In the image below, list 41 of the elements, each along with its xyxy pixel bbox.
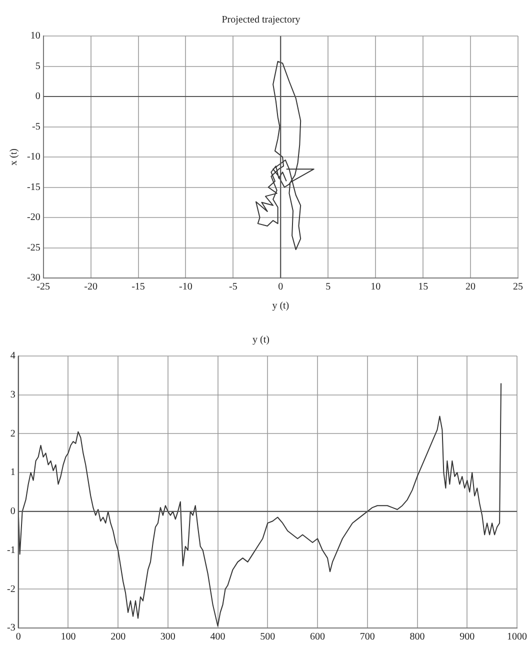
y-tick-label: 10	[30, 30, 40, 42]
y-tick-label: -2	[6, 584, 16, 595]
y-tick-label: -1	[6, 544, 16, 556]
y-tick-label: 2	[10, 428, 16, 440]
x-tick-label: 900	[460, 632, 475, 643]
chart-title: y (t)	[252, 334, 270, 346]
x-tick-label: 600	[310, 632, 326, 643]
x-axis-title: y (t)	[272, 300, 290, 312]
x-tick-label: -20	[84, 282, 98, 293]
x-tick-label: 100	[60, 632, 76, 643]
x-tick-label: -5	[229, 282, 238, 293]
x-tick-label: 1000	[507, 632, 527, 643]
y-tick-label: 1	[10, 467, 16, 478]
x-tick-label: 500	[260, 632, 276, 643]
x-tick-label: 300	[160, 632, 176, 643]
y-tick-label: -15	[26, 182, 40, 193]
y-axis-title: x (t)	[8, 148, 20, 166]
x-tick-label: 10	[370, 282, 381, 293]
x-tick-label: 700	[360, 632, 375, 643]
y-tick-label: -3	[6, 622, 16, 634]
y-tick-label: -10	[26, 152, 40, 163]
y-tick-label: 5	[35, 60, 40, 72]
x-tick-label: 5	[326, 282, 331, 293]
x-tick-label: -10	[179, 282, 192, 293]
y-tick-label: -25	[26, 242, 40, 254]
x-tick-label: -15	[132, 282, 145, 293]
y-tick-label: 0	[35, 91, 40, 102]
y-tick-label: 4	[10, 350, 16, 362]
x-tick-label: 20	[466, 282, 476, 293]
y-tick-label: -30	[26, 272, 40, 284]
x-tick-label: 15	[418, 282, 428, 293]
x-tick-label: 200	[110, 632, 126, 643]
y-tick-label: 0	[10, 506, 16, 518]
x-tick-label: 400	[210, 632, 226, 643]
x-tick-label: 800	[410, 632, 425, 643]
chart-title: Projected trajectory	[222, 14, 300, 26]
y-tick-label: -20	[26, 212, 40, 224]
y-tick-label: 3	[10, 389, 16, 400]
x-tick-label: 0	[278, 282, 284, 293]
y-tick-label: -5	[32, 121, 40, 132]
x-tick-label: 25	[513, 282, 523, 293]
